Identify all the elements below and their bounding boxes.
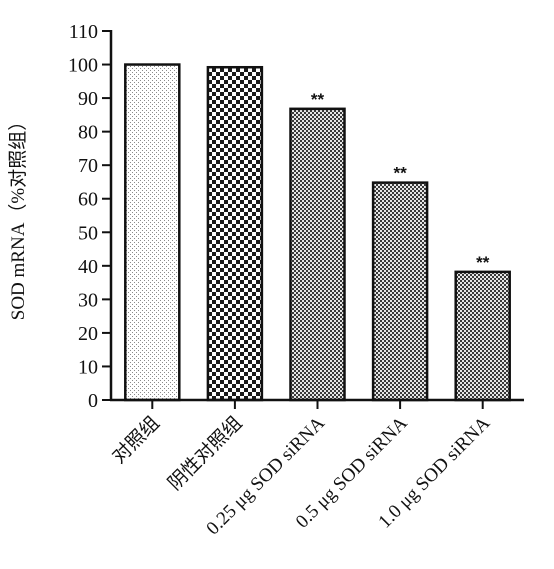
significance-marker: **: [311, 90, 325, 109]
bar: [371, 181, 429, 402]
bar: [124, 63, 181, 402]
y-tick-label: 100: [68, 55, 98, 77]
y-tick-label: 40: [78, 256, 98, 278]
y-tick-label: 0: [88, 390, 98, 412]
bar: [289, 107, 346, 402]
y-axis-ticks: 0 10 20 30 40 50 60 70 80 90 100 110: [68, 21, 111, 412]
y-tick-label: 80: [78, 122, 98, 144]
y-tick-label: 90: [78, 88, 98, 110]
y-tick-label: 10: [78, 356, 98, 378]
x-tick-label: 阴性对照组: [164, 412, 247, 495]
significance-marker: **: [393, 164, 407, 183]
y-tick-label: 70: [78, 155, 98, 177]
bar: [206, 65, 264, 402]
significance-marker: **: [476, 253, 490, 272]
x-tick-label: 对照组: [108, 412, 164, 468]
y-tick-label: 50: [78, 222, 98, 244]
y-axis-title: SOD mRNA（%对照组）: [7, 112, 29, 320]
y-tick-label: 60: [78, 189, 98, 211]
y-tick-label: 20: [78, 323, 98, 345]
bars: ** ** **: [124, 63, 511, 402]
y-tick-label: 30: [78, 289, 98, 311]
y-tick-label: 110: [69, 21, 98, 43]
bar: [454, 270, 511, 402]
